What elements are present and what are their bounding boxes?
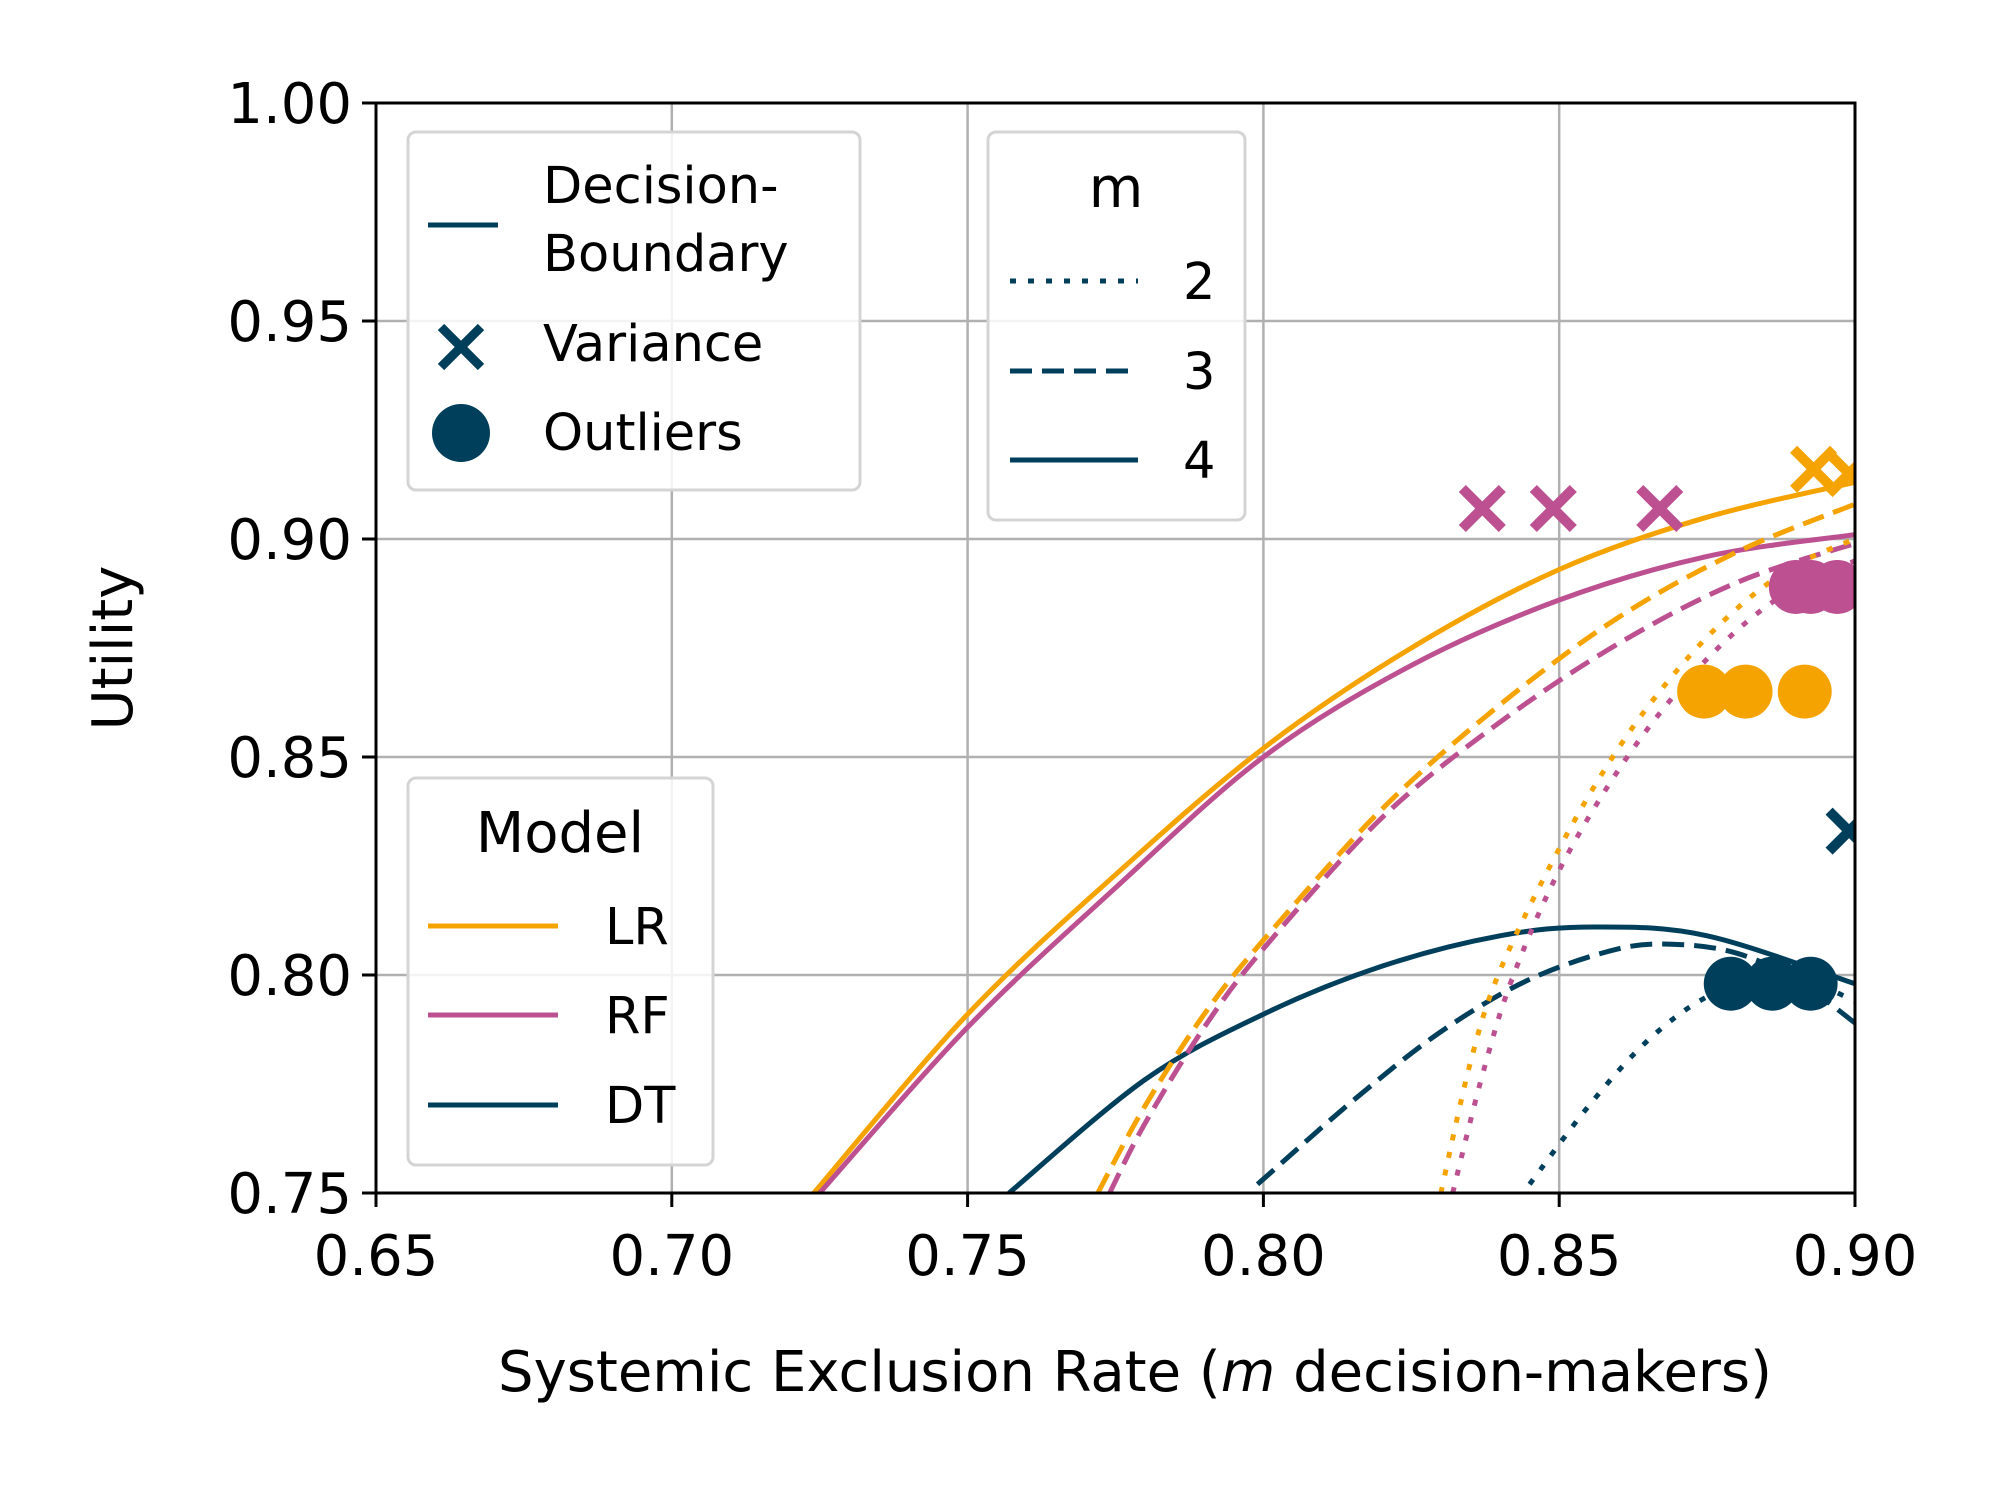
legend-model: Model LR RF DT bbox=[406, 776, 715, 1167]
marker-layer bbox=[1458, 445, 1855, 1011]
x-axis-label-after: decision-makers) bbox=[1275, 1340, 1772, 1405]
legend-model-label-lr: LR bbox=[605, 898, 669, 957]
variance-point-dt bbox=[1825, 807, 1855, 855]
legend-method-label-outliers: Outliers bbox=[543, 404, 743, 463]
x-tick-label: 0.80 bbox=[1201, 1224, 1326, 1289]
legend-m-label-2: 2 bbox=[1183, 253, 1215, 312]
plot-frame bbox=[374, 101, 1857, 1195]
outlier-point-rf bbox=[1810, 559, 1855, 614]
variance-point-lr bbox=[1825, 450, 1855, 498]
variance-point-rf bbox=[1458, 484, 1506, 533]
legend-method-frame bbox=[406, 130, 862, 492]
legend-circle-marker-icon bbox=[432, 404, 490, 462]
outlier-point-dt bbox=[1745, 956, 1800, 1011]
legend-model-frame bbox=[406, 776, 715, 1167]
x-axis-label-italic: m bbox=[1221, 1340, 1276, 1405]
tick-layer: 0.65 0.70 0.75 0.80 0.85 0.90 0.75 0.80 0.85 0.90… bbox=[227, 72, 1917, 1289]
curve-rf-m4 bbox=[817, 532, 1855, 1193]
legend-m-frame bbox=[986, 130, 1247, 522]
legend-method-label-variance: Variance bbox=[543, 315, 763, 374]
legend-m-title: m bbox=[1089, 156, 1144, 221]
x-tick-label: 0.85 bbox=[1497, 1224, 1622, 1289]
x-tick-label: 0.90 bbox=[1793, 1224, 1918, 1289]
legend-model-label-rf: RF bbox=[605, 987, 670, 1046]
legend-model-label-dt: DT bbox=[605, 1077, 676, 1136]
y-tick-label: 0.80 bbox=[227, 944, 352, 1009]
y-tick-label: 0.85 bbox=[227, 726, 352, 791]
x-axis-label-before: Systemic Exclusion Rate ( bbox=[498, 1340, 1221, 1405]
outlier-point-lr bbox=[1677, 664, 1732, 719]
legend-method-label-boundary-line1: Decision- bbox=[543, 157, 779, 216]
legend-x-marker-icon bbox=[437, 323, 485, 371]
curve-rf-m3 bbox=[1107, 541, 1855, 1193]
outlier-point-lr bbox=[1777, 664, 1832, 719]
legend-method: Decision- Boundary Variance Outliers bbox=[406, 130, 862, 492]
x-tick-label: 0.70 bbox=[609, 1224, 734, 1289]
legend-m-label-4: 4 bbox=[1183, 432, 1215, 491]
x-tick-label: 0.65 bbox=[314, 1224, 439, 1289]
curve-lr-m2 bbox=[1438, 536, 1855, 1193]
legend-m-label-3: 3 bbox=[1183, 343, 1215, 402]
outlier-point-dt bbox=[1783, 956, 1838, 1011]
y-tick-label: 1.00 bbox=[227, 72, 352, 137]
curve-lr-m3 bbox=[1095, 501, 1855, 1193]
y-axis-label: Utility bbox=[81, 566, 146, 731]
legend-method-label-boundary-line2: Boundary bbox=[543, 225, 789, 284]
variance-point-rf bbox=[1529, 484, 1577, 533]
legend-model-title: Model bbox=[476, 801, 644, 866]
legend-m: m 2 3 4 bbox=[986, 130, 1247, 522]
variance-point-rf bbox=[1636, 484, 1684, 533]
legend-method-label-boundary: Decision- Boundary bbox=[543, 157, 795, 284]
y-tick-label: 0.90 bbox=[227, 508, 352, 573]
outlier-point-dt bbox=[1703, 956, 1758, 1011]
y-tick-label: 0.95 bbox=[227, 290, 352, 355]
outlier-point-lr bbox=[1718, 664, 1773, 719]
curve-dt-m4 bbox=[1007, 924, 1855, 1193]
x-axis-label: Systemic Exclusion Rate (m decision-make… bbox=[498, 1340, 1772, 1405]
x-tick-label: 0.75 bbox=[905, 1224, 1030, 1289]
y-tick-label: 0.75 bbox=[227, 1162, 352, 1227]
